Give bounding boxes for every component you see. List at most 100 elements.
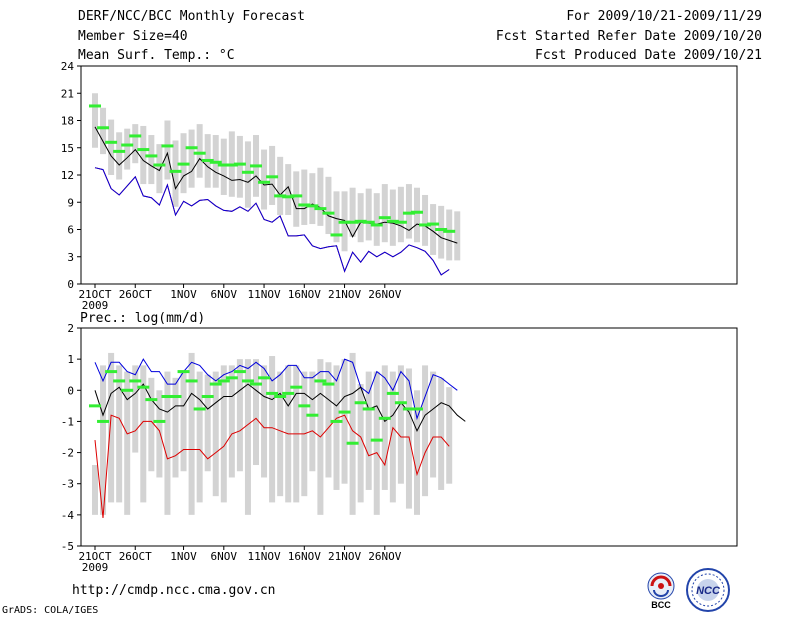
temp-box (236, 135, 243, 198)
prec-box (430, 371, 437, 478)
temp-obs-mark (298, 203, 311, 207)
prec-obs-mark (306, 413, 319, 417)
temp-box (140, 125, 147, 185)
temp-box (172, 140, 179, 207)
temp-obs-mark (89, 104, 101, 108)
prec-ytick-label: 0 (67, 384, 74, 397)
prec-xtick-label: 21OCT (78, 550, 111, 563)
prec-obs-mark (201, 395, 214, 399)
temp-box (188, 129, 195, 188)
temp-obs-mark (419, 223, 432, 227)
bcc-logo-text: BCC (651, 600, 671, 610)
prec-obs-mark (185, 379, 198, 383)
prec-box (357, 384, 364, 503)
ncc-logo-text: NCC (696, 585, 721, 597)
prec-obs-mark (250, 382, 262, 386)
temp-box (92, 93, 98, 148)
prec-box (132, 365, 139, 453)
prec-obs-mark (145, 398, 158, 402)
member-size-label: Member Size=40 (78, 29, 188, 44)
prec-ytick-label: 2 (67, 322, 74, 335)
prec-box (253, 359, 259, 466)
prec-box (373, 371, 380, 515)
temp-box (244, 141, 251, 208)
temp-obs-mark (137, 148, 150, 152)
temp-obs-mark (282, 195, 295, 199)
temp-box (156, 144, 163, 194)
temp-obs-mark (386, 219, 399, 223)
temp-box (261, 149, 268, 210)
prec-obs-mark (266, 391, 279, 395)
prec-box (365, 371, 372, 490)
temp-obs-mark (274, 194, 287, 198)
temp-box (333, 191, 340, 243)
prec-box (389, 371, 396, 503)
temp-box (277, 156, 284, 215)
temp-obs-mark (250, 164, 262, 168)
temp-xtick-label: 21OCT (78, 288, 111, 301)
prec-obs-mark (346, 441, 359, 445)
prec-panel: -5 -4 -3 -2 -1 0 1 2 21OCT 26OCT 1NOV 6NOV 11NOV 16NO… (61, 322, 738, 574)
temp-ytick-label: 24 (61, 60, 75, 73)
temp-box (373, 193, 380, 246)
temp-ytick-label: 18 (61, 115, 74, 128)
prec-box (228, 365, 235, 478)
prec-box (261, 365, 268, 478)
temp-obs-mark (201, 158, 214, 162)
prec-ytick-label: -1 (61, 415, 74, 428)
temp-obs-mark (105, 140, 118, 144)
temp-ytick-label: 6 (67, 224, 74, 237)
prec-obs-mark (258, 376, 271, 380)
temp-box (293, 171, 300, 227)
prec-box (333, 365, 340, 490)
temp-box (148, 135, 155, 185)
prec-xtick-label: 26NOV (368, 550, 401, 563)
prec-obs-mark (225, 376, 238, 380)
temp-obs-mark (97, 126, 110, 130)
temp-obs-mark (402, 211, 415, 215)
prec-obs-mark (169, 395, 182, 399)
prec-title: Prec.: log(mm/d) (80, 311, 205, 326)
temp-max-line (94, 167, 450, 276)
temp-mean-line (94, 126, 458, 244)
temp-box (381, 184, 388, 243)
prec-obs-mark (274, 395, 287, 399)
temp-xtick-label: 11NOV (247, 288, 280, 301)
prec-box (196, 371, 203, 503)
prec-obs-mark (217, 379, 230, 383)
temp-obs-mark (177, 162, 190, 166)
temp-box (285, 164, 292, 215)
prec-obs-mark (338, 410, 351, 414)
prec-obs-mark (137, 385, 150, 389)
prec-obs-mark (193, 407, 206, 411)
prec-year-label: 2009 (82, 561, 109, 574)
temp-ytick-label: 15 (61, 142, 74, 155)
temp-box (414, 187, 420, 243)
temp-obs-mark (378, 216, 391, 220)
prec-box (180, 371, 187, 472)
temp-xtick-label: 1NOV (170, 288, 197, 301)
prec-box (116, 365, 123, 503)
temp-obs-mark (266, 175, 279, 179)
variable-label: Mean Surf. Temp.: °C (78, 48, 235, 63)
temp-box (325, 176, 332, 235)
prec-box (349, 352, 356, 515)
prec-box (414, 390, 420, 515)
temp-obs-mark (370, 223, 383, 227)
temp-box (108, 119, 115, 175)
prec-box (140, 365, 147, 503)
source-url[interactable]: http://cmdp.ncc.cma.gov.cn (72, 583, 276, 598)
temp-box (309, 173, 316, 225)
prec-obs-mark (298, 404, 311, 408)
prec-frame (80, 327, 738, 547)
temp-ytick-label: 3 (67, 251, 74, 264)
temp-ytick-label: 12 (61, 169, 74, 182)
temp-obs-mark (338, 220, 351, 224)
temp-obs-mark (209, 160, 222, 164)
temp-obs-mark (185, 146, 198, 150)
temp-obs-mark (217, 163, 230, 167)
temp-box (349, 187, 356, 237)
prec-box (220, 365, 227, 503)
prec-box (397, 365, 404, 484)
